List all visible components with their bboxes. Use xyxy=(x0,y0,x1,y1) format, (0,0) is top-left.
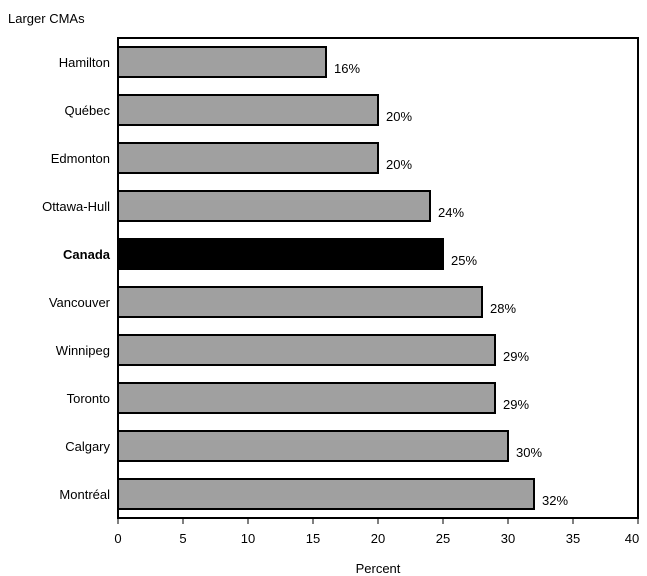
value-label: 28% xyxy=(490,301,516,316)
bars-group xyxy=(117,46,535,510)
chart-title: Larger CMAs xyxy=(8,11,85,26)
value-labels-group: 16% 20% 20% 24% 25% 28% 29% 29% 30% 32% xyxy=(334,61,568,508)
x-tick-label: 20 xyxy=(371,531,385,546)
x-tick-label: 35 xyxy=(566,531,580,546)
bar-montr-al xyxy=(117,478,535,510)
bar-canada xyxy=(117,238,444,270)
category-label: Vancouver xyxy=(49,295,111,310)
bar-qu-bec xyxy=(117,94,379,126)
category-label: Ottawa-Hull xyxy=(42,199,110,214)
x-tick-label: 25 xyxy=(436,531,450,546)
value-label: 29% xyxy=(503,397,529,412)
value-label: 20% xyxy=(386,157,412,172)
value-label: 24% xyxy=(438,205,464,220)
x-tick-label: 5 xyxy=(179,531,186,546)
bar-hamilton xyxy=(117,46,327,78)
category-label: Edmonton xyxy=(51,151,110,166)
category-label: Montréal xyxy=(59,487,110,502)
category-label: Toronto xyxy=(67,391,110,406)
category-label: Calgary xyxy=(65,439,110,454)
bar-edmonton xyxy=(117,142,379,174)
category-label: Canada xyxy=(63,247,111,262)
category-label: Québec xyxy=(64,103,110,118)
value-label: 32% xyxy=(542,493,568,508)
x-tick-label: 0 xyxy=(114,531,121,546)
x-tick-label: 10 xyxy=(241,531,255,546)
value-label: 16% xyxy=(334,61,360,76)
x-tick-label: 40 xyxy=(625,531,639,546)
bar-vancouver xyxy=(117,286,483,318)
category-label: Winnipeg xyxy=(56,343,110,358)
category-labels-group: Hamilton Québec Edmonton Ottawa-Hull Canada V… xyxy=(42,55,111,502)
x-axis: 0 5 10 15 20 25 30 35 40 xyxy=(114,518,639,546)
value-label: 25% xyxy=(451,253,477,268)
x-axis-label: Percent xyxy=(356,561,401,576)
category-label: Hamilton xyxy=(59,55,110,70)
bar-calgary xyxy=(117,430,509,462)
value-label: 29% xyxy=(503,349,529,364)
bar-winnipeg xyxy=(117,334,496,366)
bar-ottawa-hull xyxy=(117,190,431,222)
x-tick-label: 15 xyxy=(306,531,320,546)
value-label: 20% xyxy=(386,109,412,124)
x-tick-label: 30 xyxy=(501,531,515,546)
value-label: 30% xyxy=(516,445,542,460)
bar-toronto xyxy=(117,382,496,414)
